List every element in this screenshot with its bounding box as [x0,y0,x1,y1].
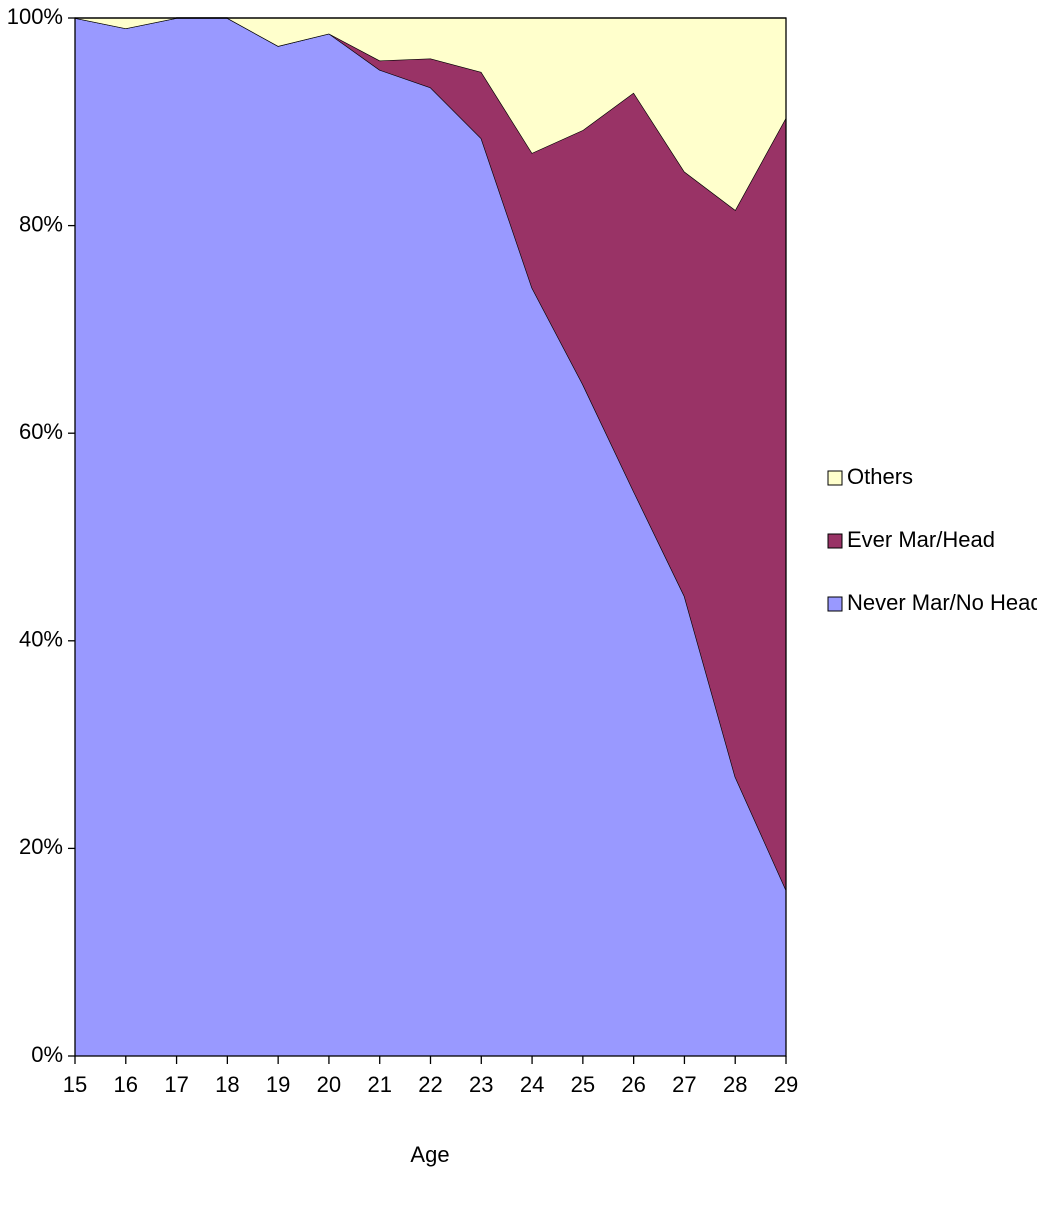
y-tick-label: 60% [19,419,63,444]
x-tick-label: 29 [774,1072,798,1097]
y-tick-label: 80% [19,211,63,236]
x-tick-label: 19 [266,1072,290,1097]
x-tick-label: 27 [672,1072,696,1097]
x-tick-label: 15 [63,1072,87,1097]
area [75,18,786,211]
x-tick-label: 26 [621,1072,645,1097]
x-tick-label: 21 [367,1072,391,1097]
x-tick-label: 28 [723,1072,747,1097]
legend-label: Never Mar/No Head [847,590,1037,615]
y-tick-label: 20% [19,834,63,859]
x-tick-label: 20 [317,1072,341,1097]
x-axis-label: Age [410,1142,449,1167]
y-tick-label: 0% [31,1042,63,1067]
legend-swatch [827,596,843,612]
x-tick-label: 22 [418,1072,442,1097]
area [75,18,786,1056]
legend-swatch [827,470,843,486]
legend-label: Ever Mar/Head [847,527,995,552]
y-tick-label: 40% [19,627,63,652]
legend-swatch [827,533,843,549]
x-tick-label: 17 [164,1072,188,1097]
area [75,18,786,890]
legend-label: Others [847,464,913,489]
x-tick-label: 24 [520,1072,544,1097]
x-tick-label: 18 [215,1072,239,1097]
x-tick-label: 16 [114,1072,138,1097]
x-tick-label: 23 [469,1072,493,1097]
x-tick-label: 25 [571,1072,595,1097]
y-tick-label: 100% [7,4,63,29]
